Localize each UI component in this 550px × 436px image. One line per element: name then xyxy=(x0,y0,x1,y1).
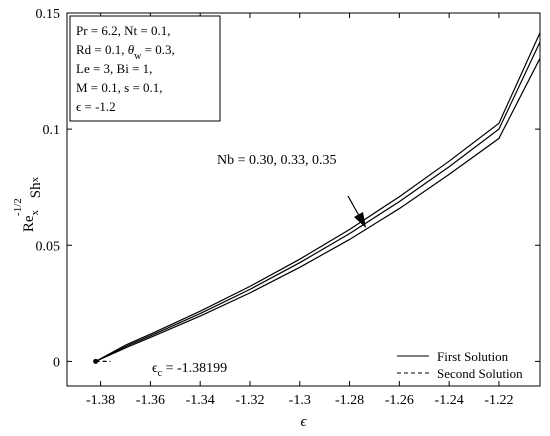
x-tick-label: -1.36 xyxy=(136,393,165,408)
x-axis-label: ϵ xyxy=(300,414,307,430)
critical-point-marker xyxy=(93,358,99,364)
x-tick-label: -1.38 xyxy=(86,393,115,408)
x-tick-label: -1.28 xyxy=(335,393,364,408)
parameter-line: Le = 3, Bi = 1, xyxy=(76,61,152,76)
legend-label: First Solution xyxy=(437,349,509,364)
critical-value-label: ϵc = -1.38199 xyxy=(152,361,227,379)
nb-arrow-head xyxy=(354,212,366,228)
y-axis-label: Rex-1/2Shx xyxy=(12,176,44,232)
nb-annotation: Nb = 0.30, 0.33, 0.35 xyxy=(217,153,337,168)
x-tick-label: -1.34 xyxy=(186,393,215,408)
y-tick-label: 0.1 xyxy=(43,123,61,138)
y-tick-label: 0 xyxy=(53,355,60,370)
parameter-box xyxy=(69,15,221,122)
y-tick-label: 0.15 xyxy=(36,7,61,22)
legend-label: Second Solution xyxy=(437,366,523,381)
parameter-line: Pr = 6.2, Nt = 0.1, xyxy=(76,23,170,38)
plot-frame xyxy=(66,12,541,387)
y-tick-label: 0.05 xyxy=(36,239,61,254)
axes-layer: -1.38 -1.36 -1.34 -1.32 -1.3 -1.28 -1.26 -1.24 -… xyxy=(12,7,541,430)
x-tick-label: -1.22 xyxy=(484,393,513,408)
parameter-line: M = 0.1, s = 0.1, xyxy=(76,80,163,95)
series-line-2 xyxy=(95,41,541,362)
series-line-1 xyxy=(95,58,541,362)
annotation-layer: Pr = 6.2, Nt = 0.1, Rd = 0.1, θw = 0.3,Le… xyxy=(69,15,523,381)
series-line-3 xyxy=(95,32,541,362)
series-layer xyxy=(93,32,541,364)
x-tick-label: -1.24 xyxy=(435,393,464,408)
parameter-line: Rd = 0.1, θw = 0.3, xyxy=(76,42,175,62)
x-tick-label: -1.3 xyxy=(289,393,311,408)
parameter-line: ϵ = -1.2 xyxy=(76,99,116,114)
x-tick-label: -1.26 xyxy=(385,393,414,408)
x-tick-label: -1.32 xyxy=(235,393,264,408)
